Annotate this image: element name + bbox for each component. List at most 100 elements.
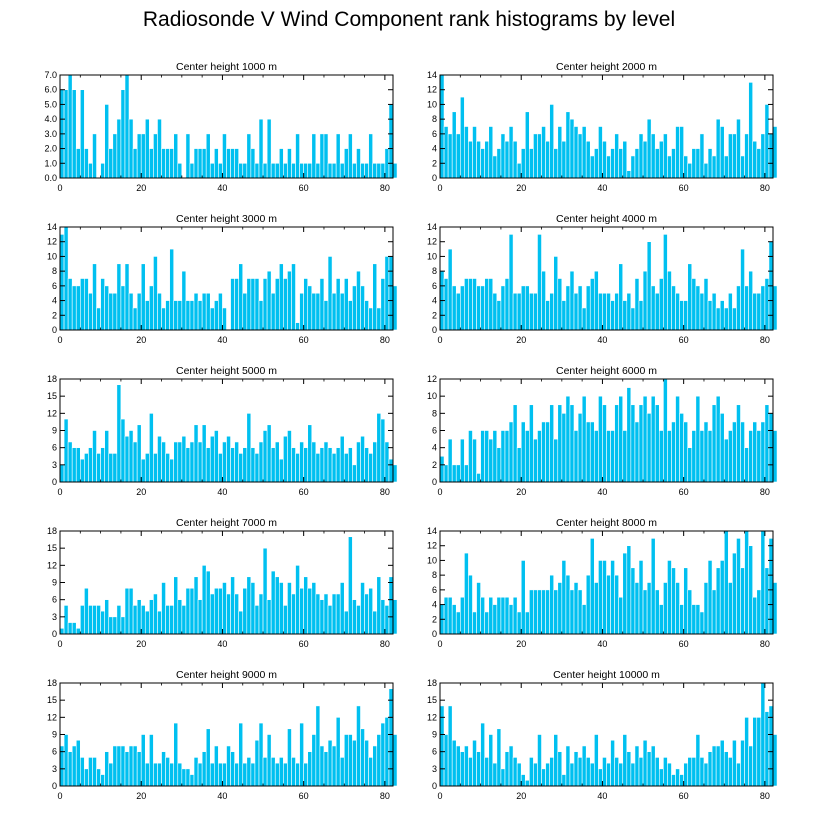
histogram-bar	[732, 552, 737, 635]
histogram-panel: Center height 9000 m 0 20 40 60 80 0 3 6 9 12 15 18	[47, 669, 398, 801]
y-tick-label: 12	[427, 541, 437, 551]
histogram-bar	[464, 126, 469, 179]
histogram-bar	[728, 757, 733, 787]
histogram-bar	[283, 762, 288, 787]
histogram-bar	[238, 263, 244, 331]
y-tick-label: 15	[47, 543, 57, 553]
histogram-bar	[744, 133, 749, 179]
histogram-bar	[116, 745, 122, 787]
y-tick-label: 10	[427, 99, 437, 109]
histogram-bar	[234, 148, 239, 179]
histogram-bar	[283, 435, 288, 483]
histogram-bar	[360, 285, 365, 331]
histogram-bar	[319, 447, 325, 483]
histogram-bar	[460, 285, 465, 331]
histogram-bar	[226, 435, 231, 483]
histogram-bar	[683, 421, 689, 483]
histogram-bar	[197, 300, 203, 331]
histogram-bar	[736, 538, 741, 635]
histogram-bar	[520, 285, 526, 331]
histogram-bar	[492, 762, 498, 787]
x-tick-label: 0	[57, 639, 62, 649]
histogram-bar	[561, 140, 567, 179]
histogram-bar	[352, 162, 357, 179]
histogram-bar	[372, 263, 378, 331]
histogram-bar	[602, 404, 607, 483]
histogram-bar	[630, 762, 636, 787]
histogram-bar	[352, 599, 357, 635]
histogram-bar	[266, 270, 272, 331]
histogram-bar	[193, 292, 199, 331]
histogram-bar	[569, 270, 575, 331]
histogram-bar	[161, 307, 166, 331]
histogram-bar	[740, 567, 745, 635]
y-tick-label: 10	[47, 251, 57, 261]
histogram-bar	[128, 587, 134, 635]
histogram-bar	[492, 604, 498, 635]
histogram-bar	[258, 300, 264, 331]
histogram-bar	[524, 285, 530, 331]
histogram-bar	[561, 300, 567, 331]
histogram-bar	[484, 278, 490, 331]
x-tick-label: 0	[57, 183, 62, 193]
histogram-bar	[339, 435, 345, 483]
histogram-bar	[529, 292, 534, 331]
x-tick-label: 80	[760, 335, 770, 345]
histogram-bar	[165, 300, 170, 331]
histogram-bar	[663, 234, 668, 331]
histogram-bar	[545, 589, 550, 635]
histogram-bar	[573, 430, 579, 483]
y-tick-label: 12	[47, 408, 57, 418]
y-tick-label: 6	[432, 585, 437, 595]
histogram-bar	[480, 430, 485, 483]
histogram-bar	[153, 133, 158, 179]
histogram-bar	[291, 447, 296, 483]
panel-title: Center height 8000 m	[556, 517, 657, 529]
histogram-bar	[581, 395, 587, 483]
histogram-bar	[262, 547, 268, 635]
histogram-bar	[250, 582, 256, 635]
histogram-bar	[71, 447, 77, 483]
histogram-bar	[388, 256, 394, 331]
histogram-bar	[671, 148, 676, 179]
histogram-bar	[748, 430, 753, 483]
histogram-bar	[606, 155, 611, 179]
x-tick-label: 60	[299, 183, 309, 193]
histogram-bar	[287, 728, 292, 787]
histogram-bar	[703, 162, 709, 179]
histogram-bar	[695, 604, 701, 635]
histogram-bar	[120, 745, 126, 787]
histogram-bar	[516, 762, 522, 787]
histogram-bar	[295, 133, 300, 179]
histogram-bar	[451, 111, 457, 179]
histogram-bar	[270, 570, 276, 635]
histogram-bar	[545, 300, 550, 331]
y-tick-label: 12	[427, 85, 437, 95]
y-tick-label: 4.0	[44, 114, 57, 124]
histogram-bar	[557, 404, 563, 483]
histogram-bar	[626, 545, 632, 635]
histogram-bar	[376, 413, 382, 483]
histogram-bar	[516, 162, 522, 179]
y-tick-label: 9	[52, 730, 57, 740]
histogram-bar	[108, 616, 114, 635]
histogram-bar	[524, 111, 530, 179]
histogram-bar	[484, 140, 490, 179]
histogram-bar	[585, 757, 591, 787]
histogram-bar	[638, 133, 644, 179]
histogram-bar	[230, 447, 235, 483]
histogram-bar	[549, 292, 555, 331]
y-tick-label: 9	[52, 578, 57, 588]
histogram-bar	[104, 599, 110, 635]
histogram-bar	[75, 627, 81, 635]
histogram-bar	[149, 734, 154, 787]
histogram-bar	[214, 300, 219, 331]
histogram-bar	[323, 441, 329, 483]
histogram-bar	[323, 300, 329, 331]
y-tick-label: 18	[427, 678, 437, 688]
histogram-bar	[299, 441, 304, 483]
histogram-bar	[695, 734, 701, 787]
histogram-bar	[84, 278, 89, 331]
histogram-bar	[634, 148, 640, 179]
histogram-bar	[140, 458, 146, 483]
